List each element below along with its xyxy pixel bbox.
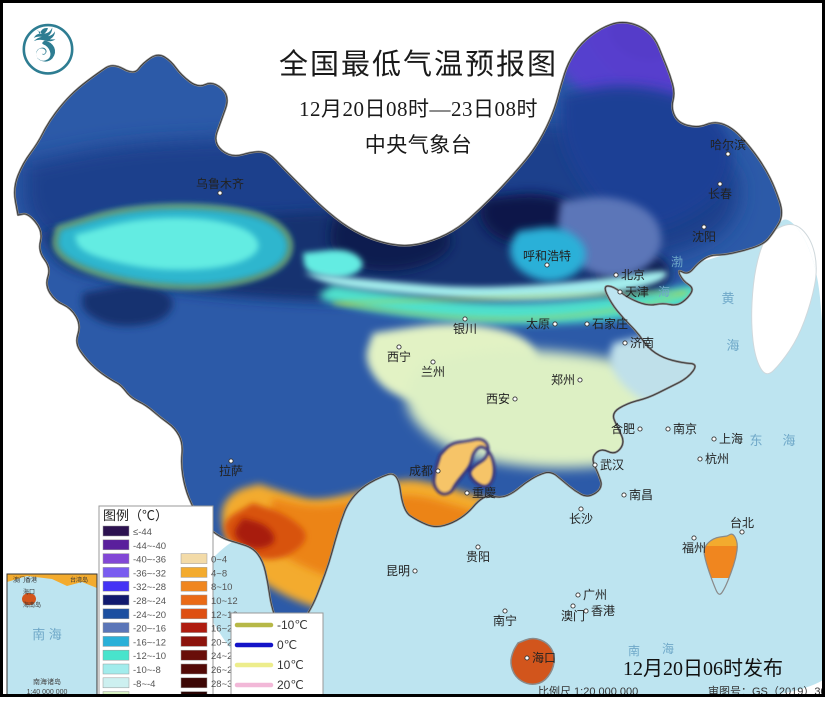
svg-text:合肥: 合肥: [611, 421, 635, 436]
svg-text:20℃: 20℃: [277, 678, 304, 692]
svg-text:郑州: 郑州: [551, 372, 575, 387]
svg-text:渤: 渤: [671, 255, 683, 269]
svg-text:南: 南: [628, 643, 640, 658]
svg-text:海南岛: 海南岛: [23, 601, 41, 609]
svg-text:10℃: 10℃: [277, 658, 304, 672]
svg-text:东: 东: [749, 433, 762, 448]
svg-text:成都: 成都: [409, 464, 433, 478]
svg-text:呼和浩特: 呼和浩特: [523, 248, 571, 263]
svg-text:0℃: 0℃: [277, 638, 297, 652]
svg-text:石家庄: 石家庄: [592, 316, 628, 331]
svg-text:审图号：GS（2019）3082号: 审图号：GS（2019）3082号: [708, 684, 825, 697]
svg-text:南宁: 南宁: [493, 613, 517, 628]
svg-text:-32~-28: -32~-28: [133, 582, 166, 593]
svg-text:海口: 海口: [532, 650, 556, 665]
svg-text:-44~-40: -44~-40: [133, 541, 166, 552]
svg-text:≤-44: ≤-44: [133, 527, 152, 538]
svg-text:海: 海: [662, 641, 674, 656]
svg-text:福州: 福州: [682, 540, 706, 555]
svg-text:-10~-8: -10~-8: [133, 665, 161, 676]
svg-text:乌鲁木齐: 乌鲁木齐: [196, 176, 244, 191]
svg-text:-4~0: -4~0: [133, 693, 152, 697]
svg-text:海: 海: [782, 433, 795, 448]
svg-text:1:40 000 000: 1:40 000 000: [27, 689, 68, 696]
svg-text:12月20日06时发布: 12月20日06时发布: [623, 657, 783, 680]
svg-text:杭州: 杭州: [705, 451, 729, 466]
svg-text:-8~-4: -8~-4: [133, 679, 155, 690]
svg-text:图例（℃）: 图例（℃）: [103, 508, 168, 523]
svg-text:比例尺 1:20 000 000: 比例尺 1:20 000 000: [538, 684, 638, 697]
svg-text:太原: 太原: [526, 316, 550, 331]
svg-text:台北: 台北: [730, 515, 754, 530]
svg-text:10~12: 10~12: [211, 596, 238, 607]
svg-text:-12~-10: -12~-10: [133, 651, 166, 662]
svg-text:香港: 香港: [591, 604, 615, 618]
svg-text:武汉: 武汉: [600, 458, 624, 472]
svg-text:上海: 上海: [719, 431, 743, 446]
svg-text:-24~-20: -24~-20: [133, 610, 166, 621]
svg-text:长春: 长春: [708, 187, 732, 201]
svg-text:澳门: 澳门: [561, 608, 585, 623]
svg-text:南海诸岛: 南海诸岛: [33, 677, 61, 686]
svg-text:海: 海: [726, 338, 739, 353]
svg-text:济南: 济南: [630, 335, 654, 350]
svg-text:长沙: 长沙: [569, 512, 593, 526]
svg-text:拉萨: 拉萨: [219, 463, 243, 478]
svg-text:-40~-36: -40~-36: [133, 555, 166, 566]
svg-text:-28~-24: -28~-24: [133, 596, 166, 607]
svg-text:-10℃: -10℃: [277, 618, 308, 632]
svg-text:重慶: 重慶: [472, 486, 496, 500]
svg-text:-20~-16: -20~-16: [133, 624, 166, 635]
svg-text:0~4: 0~4: [211, 555, 227, 566]
svg-text:西宁: 西宁: [387, 349, 411, 364]
svg-text:南京: 南京: [673, 421, 697, 436]
svg-text:西安: 西安: [486, 391, 510, 406]
svg-text:海: 海: [658, 284, 670, 299]
svg-text:贵阳: 贵阳: [466, 550, 490, 564]
svg-text:兰州: 兰州: [421, 365, 445, 379]
svg-text:4~8: 4~8: [211, 568, 227, 579]
svg-text:北京: 北京: [621, 268, 645, 282]
svg-text:海口: 海口: [23, 588, 35, 596]
svg-text:8~10: 8~10: [211, 582, 232, 593]
svg-text:沈阳: 沈阳: [692, 229, 716, 244]
svg-text:南昌: 南昌: [629, 487, 653, 502]
svg-text:台湾岛: 台湾岛: [70, 576, 88, 584]
svg-text:黄: 黄: [721, 291, 734, 306]
svg-text:昆明: 昆明: [386, 564, 410, 578]
svg-text:澳门香港: 澳门香港: [13, 576, 37, 584]
svg-text:广州: 广州: [583, 588, 607, 602]
svg-text:-16~-12: -16~-12: [133, 637, 166, 648]
svg-text:-36~-32: -36~-32: [133, 568, 166, 579]
svg-text:银川: 银川: [453, 322, 477, 336]
svg-text:天津: 天津: [625, 285, 649, 299]
svg-text:南 海: 南 海: [32, 627, 62, 642]
